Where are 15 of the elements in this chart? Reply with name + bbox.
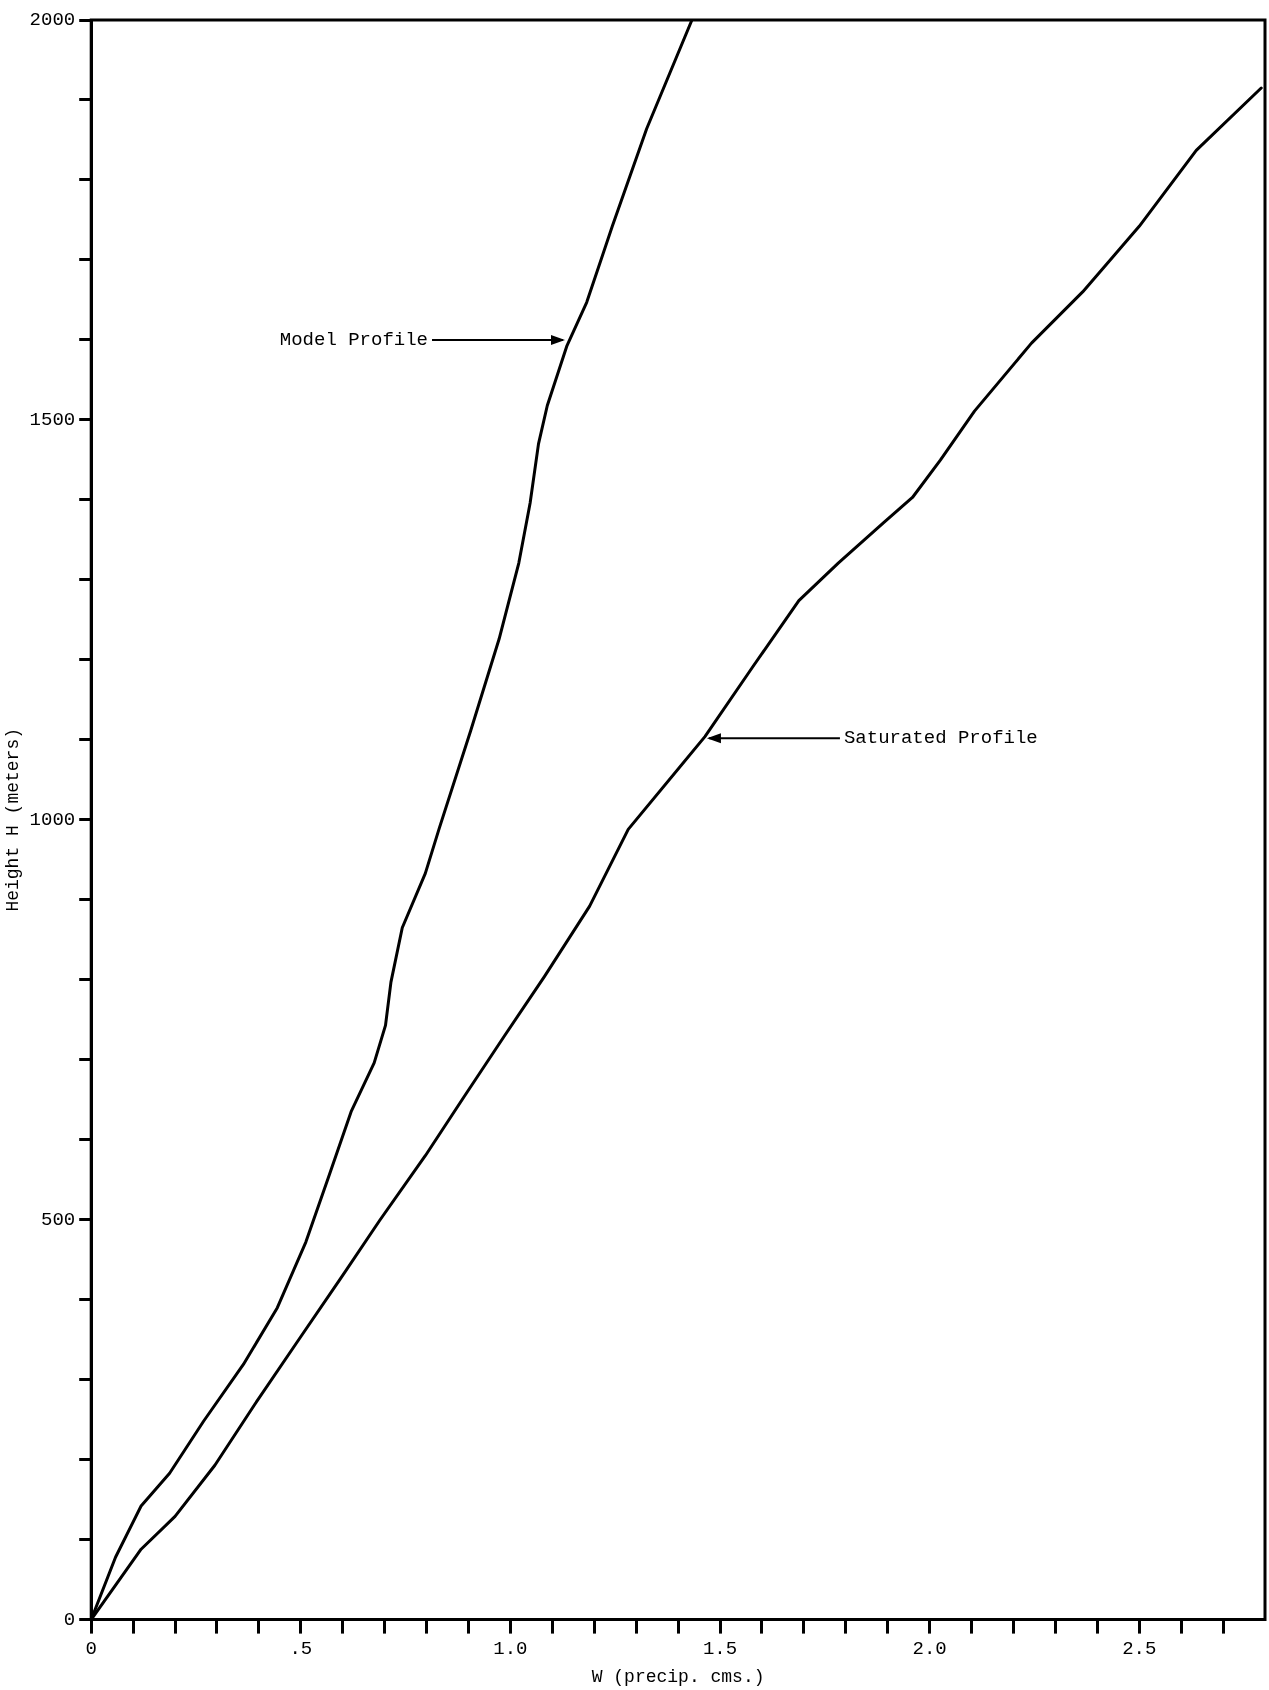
y-tick-label: 1000 xyxy=(29,808,76,831)
y-tick-label: 0 xyxy=(63,1608,76,1631)
x-axis-title: W (precip. cms.) xyxy=(591,1666,765,1687)
annotation: Saturated Profile xyxy=(843,727,1038,750)
x-tick-label: 2.5 xyxy=(1122,1638,1157,1661)
x-tick-label: .5 xyxy=(289,1638,313,1661)
x-tick-label: 2.0 xyxy=(912,1638,947,1661)
x-tick-label: 0 xyxy=(85,1638,97,1661)
annotation: Model Profile xyxy=(279,328,429,351)
x-tick-label: 1.0 xyxy=(493,1638,528,1661)
y-tick-label: 500 xyxy=(40,1208,76,1231)
y-axis-title: Height H (meters) xyxy=(2,727,23,912)
x-tick-label: 1.5 xyxy=(702,1638,738,1661)
y-tick-label: 2000 xyxy=(29,9,76,32)
y-tick-label: 1500 xyxy=(29,408,76,431)
